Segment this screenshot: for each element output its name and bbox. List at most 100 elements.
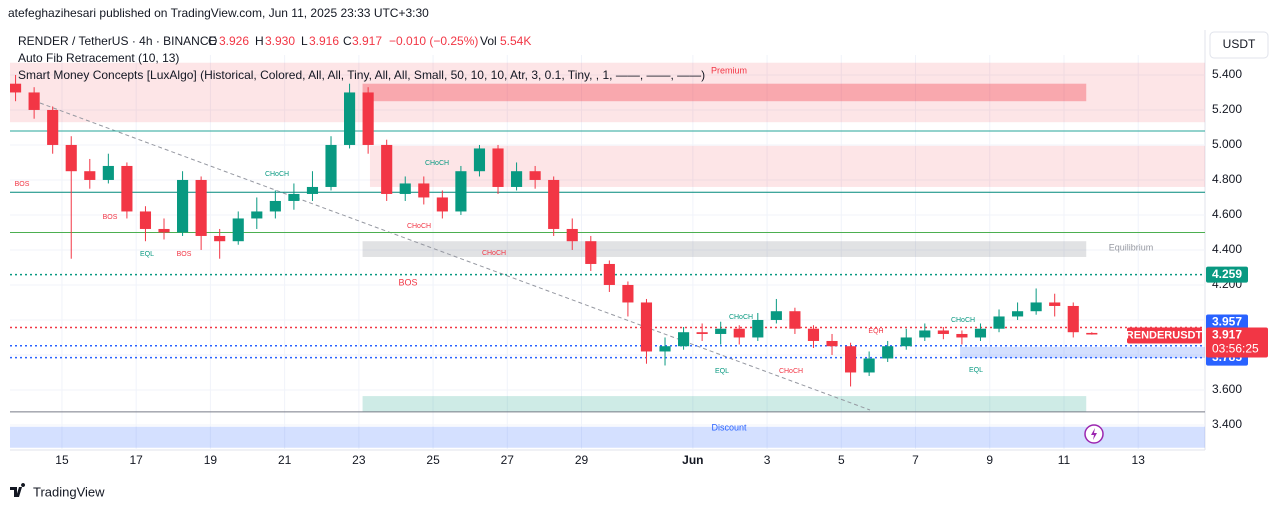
- x-tick-label: 25: [426, 453, 440, 467]
- annotation: CHoCH: [425, 160, 449, 167]
- x-tick-label: 27: [501, 453, 515, 467]
- y-tick-label: 3.600: [1212, 382, 1242, 396]
- candle-body: [993, 316, 1005, 329]
- y-tick-label: 3.400: [1212, 417, 1242, 431]
- candle-body: [770, 311, 782, 320]
- volume-label: Vol: [480, 34, 497, 48]
- y-tick-label: 4.400: [1212, 242, 1242, 256]
- candle-body: [900, 337, 912, 347]
- x-tick-label: 9: [986, 453, 993, 467]
- zone: [10, 62, 1205, 123]
- candle-body: [937, 330, 949, 334]
- zone: [362, 396, 1087, 412]
- attribution: atefeghazihesari published on TradingVie…: [8, 6, 429, 20]
- annotation: BOS: [398, 277, 417, 287]
- annotation: Discount: [711, 422, 747, 432]
- close-label: C: [343, 34, 352, 48]
- annotation: Premium: [711, 65, 747, 75]
- candle-body: [177, 179, 189, 233]
- price-badge-label: 4.259: [1212, 267, 1242, 281]
- candle-body: [399, 183, 411, 194]
- x-tick-label: 29: [575, 453, 589, 467]
- x-tick-label: 19: [204, 453, 218, 467]
- trend-line: [39, 102, 871, 411]
- annotation: BOS: [177, 251, 192, 258]
- candle-body: [715, 328, 727, 334]
- candle-body: [640, 302, 653, 352]
- candle-body: [659, 346, 671, 352]
- candle-body: [974, 328, 987, 338]
- candle-body: [956, 333, 968, 338]
- candle-body: [47, 109, 59, 145]
- candle-body: [473, 148, 486, 172]
- annotation: CHoCH: [407, 223, 431, 230]
- candle-body: [195, 179, 207, 236]
- candle-body: [696, 332, 708, 334]
- price-badge-label: 3.917: [1212, 328, 1242, 342]
- candle-body: [1012, 311, 1024, 317]
- indicator: Auto Fib Retracement (10, 13): [18, 51, 179, 65]
- candle-body: [882, 346, 894, 359]
- annotation: Equilibrium: [1109, 242, 1154, 252]
- annotation: EQL: [140, 251, 154, 258]
- event-icon-bolt: [1091, 428, 1097, 440]
- x-tick-label: 3: [764, 453, 771, 467]
- annotation: EQL: [969, 367, 983, 374]
- candle-body: [214, 235, 226, 242]
- currency[interactable]: USDT: [1223, 37, 1256, 51]
- grid: [10, 55, 1205, 450]
- candle-body: [529, 171, 541, 180]
- symbol-badge-label: RENDERUSDT: [1126, 329, 1203, 341]
- candle-body: [418, 183, 430, 198]
- x-tick-label: 11: [1058, 453, 1071, 467]
- symbol-badge: [1127, 327, 1202, 344]
- candle-body: [789, 311, 801, 329]
- candle-body: [325, 144, 337, 187]
- candle-body: [826, 340, 838, 347]
- x-tick-label: 23: [352, 453, 366, 467]
- x-tick-label: 17: [130, 453, 144, 467]
- candle-body: [436, 197, 448, 212]
- candle-body: [232, 218, 244, 242]
- candle-body: [28, 92, 40, 110]
- x-tick-label: 7: [912, 453, 919, 467]
- candle-body: [622, 284, 634, 303]
- candle-body: [566, 228, 578, 242]
- candle-body: [1086, 332, 1098, 335]
- candle-body: [492, 148, 504, 187]
- candle-body: [1030, 302, 1042, 312]
- levels: [10, 130, 1205, 413]
- zone: [10, 426, 1205, 448]
- candle-body: [845, 346, 857, 373]
- annotation: CHoCH: [265, 171, 289, 178]
- close: 3.917: [352, 34, 382, 48]
- zones: [10, 62, 1205, 448]
- x-tick-label: 13: [1132, 453, 1146, 467]
- candle-body: [678, 332, 690, 347]
- candle-body: [139, 211, 152, 229]
- low-label: L: [301, 34, 308, 48]
- x-tick-label: 5: [838, 453, 845, 467]
- currency-button[interactable]: [1209, 31, 1269, 59]
- candles: [10, 74, 1098, 387]
- annotation: CHoCH: [482, 250, 506, 257]
- footer-logo: TradingView: [10, 483, 105, 499]
- candle-body: [548, 179, 560, 229]
- price-badge: [1206, 327, 1268, 358]
- legend-header: RENDER / TetherUS · 4h · BINANCE O 3.926…: [18, 34, 705, 82]
- countdown: 03:56:25: [1212, 342, 1259, 356]
- annotation: BOS: [15, 181, 30, 188]
- annotation: BOS: [103, 214, 118, 221]
- annotation: CHoCH: [729, 314, 753, 321]
- candle-body: [1067, 305, 1079, 333]
- candle-body: [733, 328, 745, 338]
- candle-body: [511, 171, 523, 187]
- candle-body: [10, 83, 22, 93]
- x-tick-label: 15: [55, 453, 69, 467]
- candle-body: [251, 211, 263, 219]
- candle-body: [288, 193, 300, 201]
- logo-text: TradingView: [33, 484, 105, 499]
- change: −0.010 (−0.25%): [389, 34, 478, 48]
- candle-body: [585, 241, 597, 264]
